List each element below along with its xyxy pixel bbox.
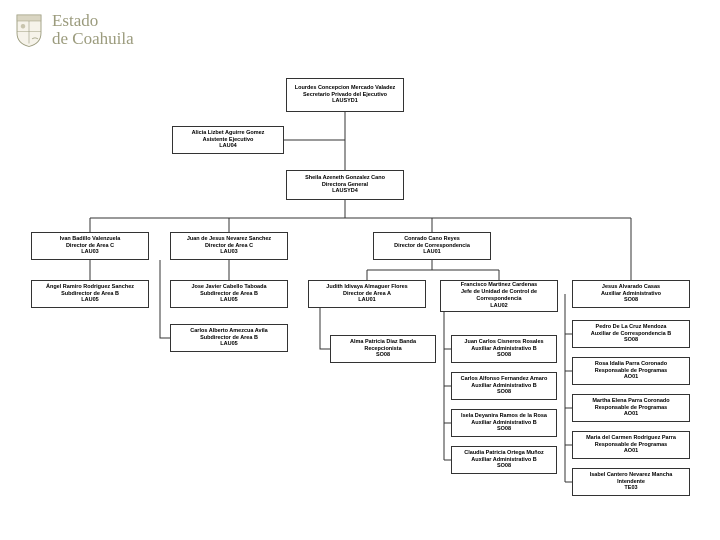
node-name: Juan de Jesus Nevarez Sanchez	[187, 236, 271, 243]
node-name: Jesus Alvarado Casas	[602, 284, 660, 291]
node-title: Secretario Privado del Ejecutivo	[303, 92, 387, 99]
node-title: Auxiliar Administrativo	[601, 291, 661, 298]
node-name: Juan Carlos Cisneros Rosales	[464, 339, 543, 346]
node-title: Auxiliar Administrativo B	[471, 383, 537, 390]
node-name: Isabel Cantero Nevarez Mancha	[590, 472, 673, 479]
org-node-n3: Sheila Azeneth Gonzalez CanoDirectora Ge…	[286, 170, 404, 200]
node-title: Responsable de Programas	[595, 405, 667, 412]
org-node-n18: Pedro De La Cruz MendozaAuxiliar de Corr…	[572, 320, 690, 348]
org-node-n4: Ivan Badillo ValenzuelaDirector de Area …	[31, 232, 149, 260]
org-node-n12: Jesus Alvarado CasasAuxiliar Administrat…	[572, 280, 690, 308]
node-code: LAU05	[81, 297, 98, 304]
node-title: Subdirector de Area B	[61, 291, 119, 298]
node-code: AO01	[624, 411, 638, 418]
node-title: Recepcionista	[364, 346, 401, 353]
node-code: LAU04	[219, 143, 236, 150]
org-node-n9: Carlos Alberto Amezcua AvilaSubdirector …	[170, 324, 288, 352]
org-node-n7: Ángel Ramiro Rodriguez SanchezSubdirecto…	[31, 280, 149, 308]
org-node-n8: Jose Javier Cabello TaboadaSubdirector d…	[170, 280, 288, 308]
header-line-1: Estado	[52, 12, 134, 30]
node-code: AO01	[624, 448, 638, 455]
node-title: Responsable de Programas	[595, 442, 667, 449]
node-title: Jefe de Unidad de Control de Corresponde…	[444, 289, 554, 303]
node-code: LAU03	[220, 249, 237, 256]
node-code: TE03	[624, 485, 637, 492]
org-node-n21: Maria del Carmen Rodriguez ParraResponsa…	[572, 431, 690, 459]
org-node-n11: Francisco Martinez CardenasJefe de Unida…	[440, 280, 558, 312]
node-title: Director de Correspondencia	[394, 243, 470, 250]
node-title: Subdirector de Area B	[200, 291, 258, 298]
node-name: Rosa Idalia Parra Coronado	[595, 361, 667, 368]
node-code: LAU05	[220, 297, 237, 304]
org-node-n22: Isabel Cantero Nevarez ManchaIntendenteT…	[572, 468, 690, 496]
org-node-n1: Lourdes Concepcion Mercado ValadezSecret…	[286, 78, 404, 112]
org-node-n10: Judith Idivaya Almaguer FloresDirector d…	[308, 280, 426, 308]
node-title: Auxiliar Administrativo B	[471, 346, 537, 353]
coahuila-shield-icon	[14, 12, 44, 48]
node-name: Maria del Carmen Rodriguez Parra	[586, 435, 676, 442]
org-node-n16: Isela Deyanira Ramos de la RosaAuxiliar …	[451, 409, 557, 437]
node-code: SO08	[497, 463, 511, 470]
node-name: Alma Patricia Diaz Banda	[350, 339, 416, 346]
node-title: Auxiliar de Correspondencia B	[591, 331, 671, 338]
header-title: Estado de Coahuila	[52, 12, 134, 48]
node-name: Isela Deyanira Ramos de la Rosa	[461, 413, 547, 420]
node-name: Pedro De La Cruz Mendoza	[596, 324, 667, 331]
node-code: SO08	[497, 352, 511, 359]
node-name: Lourdes Concepcion Mercado Valadez	[295, 85, 396, 92]
header: Estado de Coahuila	[14, 12, 134, 48]
org-node-n13: Alma Patricia Diaz BandaRecepcionistaSO0…	[330, 335, 436, 363]
node-name: Ivan Badillo Valenzuela	[60, 236, 121, 243]
node-code: LAU03	[81, 249, 98, 256]
node-title: Auxiliar Administrativo B	[471, 457, 537, 464]
node-title: Subdirector de Area B	[200, 335, 258, 342]
node-title: Directora General	[322, 182, 368, 189]
node-code: LAU05	[220, 341, 237, 348]
node-title: Intendente	[617, 479, 645, 486]
org-node-n19: Rosa Idalia Parra CoronadoResponsable de…	[572, 357, 690, 385]
node-name: Judith Idivaya Almaguer Flores	[326, 284, 407, 291]
org-node-n14: Juan Carlos Cisneros RosalesAuxiliar Adm…	[451, 335, 557, 363]
org-node-n20: Martha Elena Parra CoronadoResponsable d…	[572, 394, 690, 422]
node-code: LAU01	[423, 249, 440, 256]
node-title: Director de Area A	[343, 291, 391, 298]
node-code: LAUSYD4	[332, 188, 358, 195]
node-name: Francisco Martinez Cardenas	[461, 282, 537, 289]
node-title: Responsable de Programas	[595, 368, 667, 375]
edge	[160, 260, 170, 338]
node-code: AO01	[624, 374, 638, 381]
org-node-n17: Claudia Patricia Ortega MuñozAuxiliar Ad…	[451, 446, 557, 474]
node-name: Conrado Cano Reyes	[404, 236, 460, 243]
node-name: Alicia Lizbet Aguirre Gomez	[192, 130, 265, 137]
node-name: Sheila Azeneth Gonzalez Cano	[305, 175, 385, 182]
node-code: LAU02	[490, 303, 507, 310]
header-line-2: de Coahuila	[52, 30, 134, 48]
org-node-n2: Alicia Lizbet Aguirre GomezAsistente Eje…	[172, 126, 284, 154]
org-node-n6: Conrado Cano ReyesDirector de Correspond…	[373, 232, 491, 260]
node-code: SO08	[376, 352, 390, 359]
node-name: Carlos Alfonso Fernandez Amaro	[461, 376, 548, 383]
node-name: Carlos Alberto Amezcua Avila	[190, 328, 267, 335]
node-code: SO08	[624, 297, 638, 304]
node-title: Asistente Ejecutivo	[203, 137, 254, 144]
node-code: SO08	[624, 337, 638, 344]
node-code: LAU01	[358, 297, 375, 304]
node-name: Claudia Patricia Ortega Muñoz	[464, 450, 543, 457]
node-title: Director de Area C	[205, 243, 253, 250]
org-node-n15: Carlos Alfonso Fernandez AmaroAuxiliar A…	[451, 372, 557, 400]
node-name: Jose Javier Cabello Taboada	[191, 284, 266, 291]
node-name: Ángel Ramiro Rodriguez Sanchez	[46, 284, 134, 291]
node-title: Auxiliar Administrativo B	[471, 420, 537, 427]
node-code: SO08	[497, 426, 511, 433]
node-name: Martha Elena Parra Coronado	[592, 398, 669, 405]
org-node-n5: Juan de Jesus Nevarez SanchezDirector de…	[170, 232, 288, 260]
node-title: Director de Area C	[66, 243, 114, 250]
node-code: LAUSYD1	[332, 98, 358, 105]
node-code: SO08	[497, 389, 511, 396]
